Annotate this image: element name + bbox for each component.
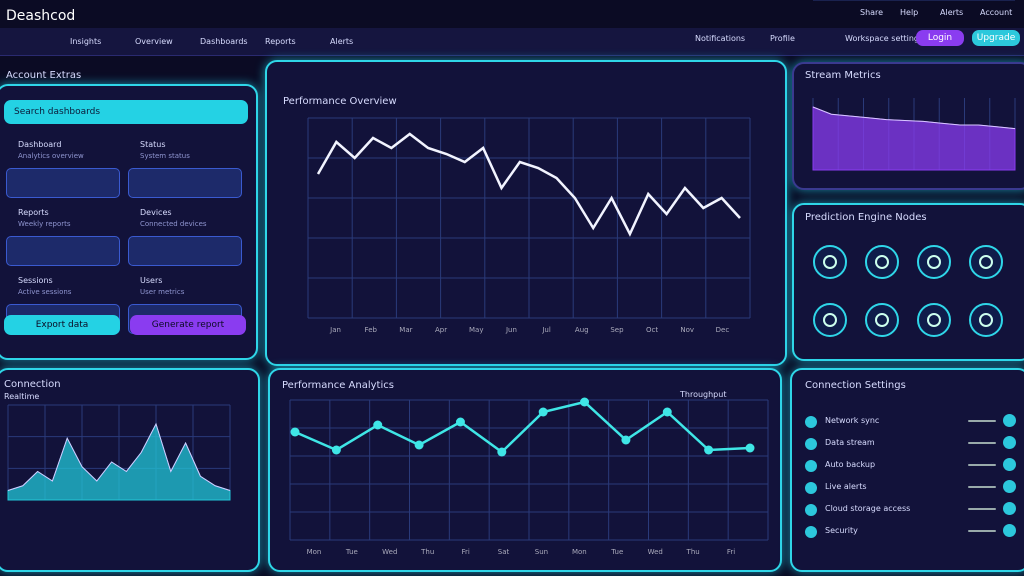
panel-title: Connection Settings [805, 380, 906, 391]
nav-item[interactable]: Dashboards [200, 37, 248, 46]
row-icon [805, 526, 817, 538]
button[interactable]: Generate report [130, 315, 246, 335]
item-sub: System status [140, 152, 190, 160]
item-sub: Weekly reports [18, 220, 71, 228]
row-icon [805, 482, 817, 494]
row-label: Live alerts [825, 482, 867, 491]
panel-title: Stream Metrics [805, 70, 881, 81]
top-right-panel [792, 62, 1024, 190]
toggle-knob[interactable] [1003, 436, 1016, 449]
legend: Throughput [680, 390, 727, 399]
item-card[interactable] [128, 168, 242, 198]
item-sub: Active sessions [18, 288, 72, 296]
toggle-knob[interactable] [1003, 414, 1016, 427]
toggle-knob[interactable] [1003, 524, 1016, 537]
row-label: Security [825, 526, 858, 535]
item-title: Sessions [18, 276, 53, 285]
row-icon [805, 438, 817, 450]
row-label: Auto backup [825, 460, 876, 469]
header-icon[interactable]: Alerts [940, 8, 964, 17]
row-icon [805, 504, 817, 516]
toggle[interactable] [968, 442, 996, 444]
nav-item[interactable]: Notifications [695, 34, 746, 43]
item-title: Reports [18, 208, 49, 217]
nav-button[interactable]: Upgrade [972, 30, 1020, 46]
item-title: Devices [140, 208, 172, 217]
toggle[interactable] [968, 486, 996, 488]
panel-title: Connection [4, 379, 61, 390]
item-sub: User metrics [140, 288, 185, 296]
button[interactable]: Export data [4, 315, 120, 335]
nav-item[interactable]: Profile [770, 34, 795, 43]
row-icon [805, 416, 817, 428]
header-icon[interactable]: Help [900, 8, 919, 17]
nodes-panel [792, 203, 1024, 361]
row-label: Cloud storage access [825, 504, 911, 513]
item-sub: Analytics overview [18, 152, 84, 160]
header-icon[interactable]: Account [980, 8, 1013, 17]
nav-item[interactable]: Reports [265, 37, 296, 46]
toggle[interactable] [968, 464, 996, 466]
row-label: Network sync [825, 416, 880, 425]
item-card[interactable] [6, 236, 120, 266]
item-card[interactable] [128, 236, 242, 266]
nav-item[interactable]: Overview [135, 37, 173, 46]
header-icon[interactable]: Share [860, 8, 884, 17]
nav-item[interactable]: Workspace settings [845, 34, 924, 43]
panel-title: Account Extras [6, 70, 82, 81]
panel-title: Prediction Engine Nodes [805, 212, 927, 223]
item-sub: Connected devices [140, 220, 207, 228]
panel-subtitle: Realtime [4, 392, 40, 401]
item-card[interactable] [6, 168, 120, 198]
item-title: Status [140, 140, 166, 149]
toggle[interactable] [968, 508, 996, 510]
toggle[interactable] [968, 420, 996, 422]
toggle-knob[interactable] [1003, 458, 1016, 471]
toggle[interactable] [968, 530, 996, 532]
panel-title: Performance Analytics [282, 380, 394, 391]
toggle-knob[interactable] [1003, 480, 1016, 493]
item-title: Dashboard [18, 140, 62, 149]
app-title: Deashcod [6, 8, 76, 24]
item-title: Users [140, 276, 163, 285]
panel-title: Performance Overview [283, 96, 397, 107]
search-bar[interactable]: Search dashboards [4, 100, 248, 124]
nav-button[interactable]: Login [916, 30, 964, 46]
row-icon [805, 460, 817, 472]
nav-item[interactable]: Alerts [330, 37, 354, 46]
row-label: Data stream [825, 438, 875, 447]
nav-bar [0, 28, 1024, 56]
nav-item[interactable]: Insights [70, 37, 102, 46]
list-panel [790, 368, 1024, 572]
toggle-knob[interactable] [1003, 502, 1016, 515]
